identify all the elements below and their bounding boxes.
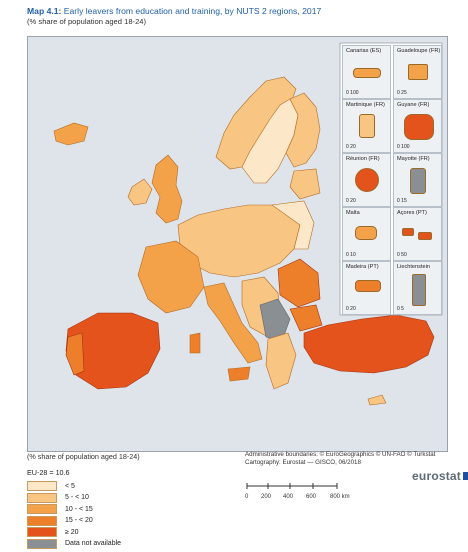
legend-swatch-2: [27, 504, 57, 515]
inset-shape: [355, 226, 377, 240]
region-italy: [203, 282, 263, 364]
inset-acores: Açores (PT) 0 50: [393, 207, 442, 261]
scale-tick: 200: [261, 494, 272, 500]
legend-item: 10 - < 15: [27, 504, 121, 515]
inset-label: Guadeloupe (FR): [397, 48, 441, 54]
region-portugal: [65, 332, 85, 376]
inset-scale: 0 5: [397, 306, 404, 312]
eurostat-logo: eurostat: [409, 467, 468, 485]
inset-scale: 0 20: [346, 306, 356, 312]
eu-average: EU-28 = 10.6: [27, 468, 70, 477]
region-finland: [285, 92, 321, 168]
legend-label: < 5: [65, 482, 75, 490]
legend-swatch-0: [27, 481, 57, 492]
map-footer-note: (% share of population aged 18-24): [27, 452, 140, 461]
map-frame: Canarias (ES) 0 100 Guadeloupe (FR) 0 25…: [27, 36, 468, 483]
eurostat-wordmark: eurostat: [412, 469, 461, 483]
inset-scale: 0 100: [346, 90, 359, 96]
inset-label: Mayotte (FR): [397, 156, 430, 162]
region-sicily: [227, 366, 251, 382]
inset-scale: 0 10: [346, 252, 356, 258]
inset-malta: Malta 0 10: [342, 207, 391, 261]
inset-scale: 0 50: [397, 252, 407, 258]
scale-tick: 800 km: [330, 494, 350, 500]
inset-canarias: Canarias (ES) 0 100: [342, 45, 391, 99]
legend-label: Data not available: [65, 540, 122, 548]
region-poland: [271, 200, 315, 250]
inset-label: Açores (PT): [397, 210, 427, 216]
region-turkey: [303, 314, 435, 374]
cartography-credit: Cartography: Eurostat — GISCO, 06/2018: [245, 459, 361, 466]
inset-grid: Canarias (ES) 0 100 Guadeloupe (FR) 0 25…: [340, 43, 442, 315]
inset-guadeloupe: Guadeloupe (FR) 0 25: [393, 45, 442, 99]
region-iceland: [53, 122, 89, 146]
inset-shape: [412, 274, 426, 306]
map-credits: Administrative boundaries: © EuroGeograp…: [245, 451, 435, 467]
scale-tick: 400: [283, 494, 294, 500]
legend-label: ≥ 20: [65, 528, 79, 536]
scale-bar: [246, 483, 338, 489]
legend-item: ≥ 20: [27, 527, 121, 538]
region-france: [137, 240, 205, 314]
inset-scale: 0 100: [397, 144, 410, 150]
region-greece: [265, 332, 297, 390]
region-bulgaria: [289, 304, 323, 332]
legend-swatch-5: [27, 538, 57, 549]
inset-shape: [402, 228, 414, 236]
region-sardinia: [189, 332, 201, 354]
inset-shape: [355, 168, 379, 192]
scale-labels: 0 200 400 600 800 km: [245, 494, 365, 504]
region-baltics: [289, 168, 321, 200]
inset-label: Guyane (FR): [397, 102, 430, 108]
legend-label: 10 - < 15: [65, 505, 93, 513]
scale-tick: 0: [245, 494, 249, 500]
inset-scale: 0 20: [346, 144, 356, 150]
inset-reunion: Réunion (FR) 0 20: [342, 153, 391, 207]
legend-item: 15 - < 20: [27, 515, 121, 527]
map-subtitle: (% share of population aged 18-24): [27, 17, 147, 26]
region-cyprus: [367, 394, 387, 406]
inset-mayotte: Mayotte (FR) 0 15: [393, 153, 442, 207]
legend-swatch-1: [27, 492, 57, 503]
inset-shape: [404, 114, 434, 140]
inset-shape: [359, 114, 375, 138]
inset-scale: 0 25: [397, 90, 407, 96]
legend-item: Data not available: [27, 538, 122, 550]
legend-swatch-4: [27, 527, 57, 538]
inset-shape: [408, 64, 428, 80]
inset-label: Madeira (PT): [346, 264, 379, 270]
region-western-balkans-nodata: [259, 298, 291, 342]
legend-swatch-3: [27, 515, 57, 526]
distance-scale: 0 200 400 600 800 km: [245, 476, 375, 504]
inset-label: Liechtenstein: [397, 264, 430, 270]
inset-shape: [355, 280, 381, 292]
inset-scale: 0 15: [397, 198, 407, 204]
inset-shape: [410, 168, 426, 194]
inset-liechtenstein: Liechtenstein 0 5: [393, 261, 442, 315]
inset-label: Martinique (FR): [346, 102, 385, 108]
inset-guyane: Guyane (FR) 0 100: [393, 99, 442, 153]
inset-label: Réunion (FR): [346, 156, 380, 162]
map-number: Map 4.1:: [27, 6, 62, 16]
inset-label: Malta: [346, 210, 360, 216]
legend: EU-28 = 10.6 < 5 5 - < 10 10 - < 15 15 -…: [27, 468, 121, 550]
inset-shape: [353, 68, 381, 78]
scale-tick: 600: [306, 494, 317, 500]
legend-label: 5 - < 10: [65, 494, 89, 502]
inset-scale: 0 20: [346, 198, 356, 204]
region-romania: [277, 258, 321, 308]
eu-flag-icon: [463, 472, 468, 480]
inset-madeira: Madeira (PT) 0 20: [342, 261, 391, 315]
inset-label: Canarias (ES): [346, 48, 382, 54]
inset-shape-2: [418, 232, 432, 240]
legend-item: 5 - < 10: [27, 492, 121, 504]
region-uk: [151, 154, 183, 224]
map-title-text: Early leavers from education and trainin…: [63, 6, 322, 16]
inset-martinique: Martinique (FR) 0 20: [342, 99, 391, 153]
admin-boundaries-credit: Administrative boundaries: © EuroGeograp…: [245, 451, 436, 458]
legend-item: < 5: [27, 481, 121, 492]
legend-label: 15 - < 20: [65, 517, 93, 525]
region-ireland: [127, 178, 153, 206]
map-title: Map 4.1: Early leavers from education an…: [27, 6, 447, 17]
